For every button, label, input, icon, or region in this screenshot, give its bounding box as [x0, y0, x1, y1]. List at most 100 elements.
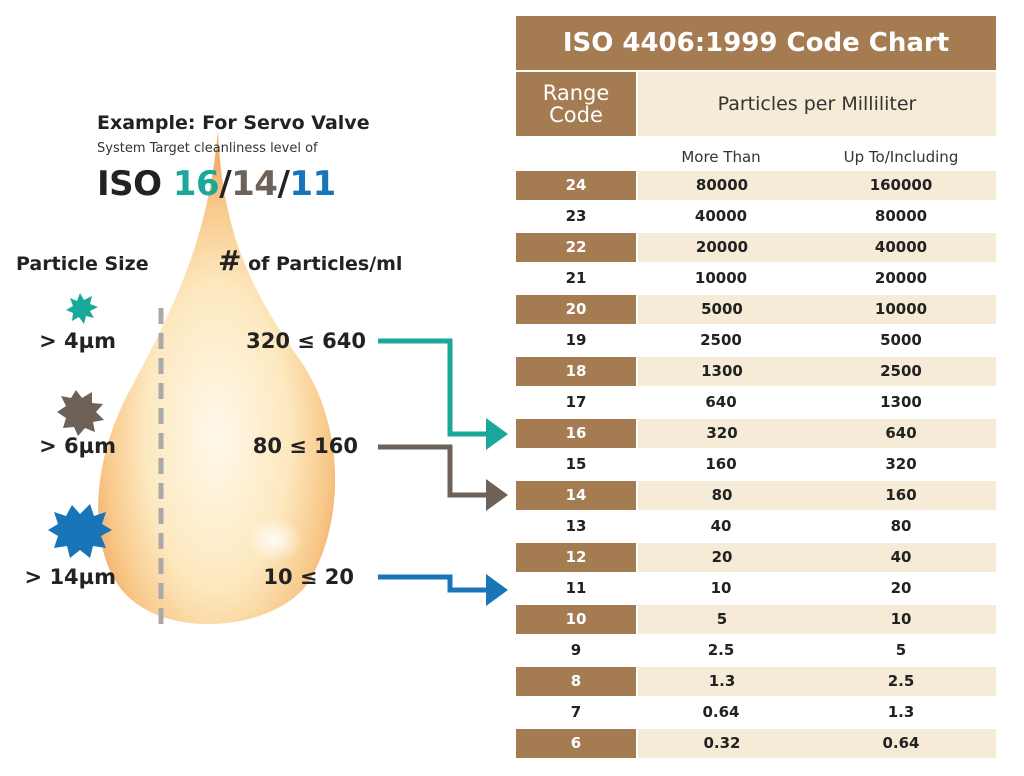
table-body: 24 80000 160000 23 40000 80000 22 20000 40000 21 1… — [516, 170, 996, 759]
table-row: 23 40000 80000 — [516, 201, 996, 232]
more-than-cell: 640 — [705, 393, 737, 411]
up-to-cell: 0.64 — [806, 729, 996, 758]
more-than-cell: 1300 — [638, 357, 806, 386]
up-to-cell: 2500 — [806, 357, 996, 386]
up-to-cell: 640 — [806, 419, 996, 448]
table-row: 10 5 10 — [516, 604, 996, 635]
iso-code-4um: 16 — [172, 164, 220, 204]
range-code-cell: 20 — [516, 295, 636, 324]
range-code-cell: 21 — [565, 269, 587, 287]
more-than-cell: 40 — [710, 517, 732, 535]
arrow-14um-to-code-11 — [378, 574, 486, 593]
more-than-header: More Than — [681, 148, 761, 166]
up-to-cell: 160000 — [806, 171, 996, 200]
more-than-cell: 80 — [638, 481, 806, 510]
arrow-4um-head — [486, 418, 508, 450]
range-code-cell: 9 — [570, 641, 582, 659]
example-title: Example: For Servo Valve — [97, 112, 370, 134]
iso-code-14um: 11 — [289, 164, 336, 204]
range-code-cell: 11 — [565, 579, 587, 597]
range-code-cell: 18 — [516, 357, 636, 386]
up-to-cell: 20000 — [874, 269, 928, 287]
iso-prefix: ISO — [97, 164, 173, 204]
arrow-6um-head — [486, 479, 508, 511]
table-row: 13 40 80 — [516, 511, 996, 542]
table-row: 19 2500 5000 — [516, 325, 996, 356]
table-row: 24 80000 160000 — [516, 170, 996, 201]
more-than-cell: 0.32 — [638, 729, 806, 758]
example-subtitle: System Target cleanliness level of — [97, 141, 318, 156]
table-title: ISO 4406:1999 Code Chart — [516, 16, 996, 70]
more-than-cell: 20 — [638, 543, 806, 572]
up-to-cell: 80000 — [874, 207, 928, 225]
particle-size-heading: Particle Size — [16, 253, 149, 275]
up-to-cell: 160 — [806, 481, 996, 510]
range-code-cell: 13 — [565, 517, 587, 535]
droplet-highlight — [247, 518, 303, 562]
size-label-4um: > 4µm — [39, 329, 116, 353]
more-than-cell: 0.64 — [702, 703, 740, 721]
table-row: 15 160 320 — [516, 449, 996, 480]
more-than-cell: 80000 — [638, 171, 806, 200]
range-code-cell: 22 — [516, 233, 636, 262]
count-label-4um: 320 ≤ 640 — [246, 329, 366, 353]
up-to-cell: 40 — [806, 543, 996, 572]
more-than-cell: 5000 — [638, 295, 806, 324]
particle-14um-icon — [48, 504, 112, 558]
iso-sep-2: / — [277, 164, 290, 204]
more-than-cell: 320 — [638, 419, 806, 448]
range-code-line1: Range — [542, 81, 610, 105]
table-row: 18 1300 2500 — [516, 356, 996, 387]
more-than-cell: 10 — [710, 579, 732, 597]
more-than-cell: 40000 — [694, 207, 748, 225]
up-to-cell: 80 — [890, 517, 912, 535]
up-to-cell: 20 — [890, 579, 912, 597]
iso-code-6um: 14 — [231, 164, 278, 204]
more-than-cell: 10000 — [694, 269, 748, 287]
range-code-line2: Code — [549, 103, 603, 127]
table-row: 7 0.64 1.3 — [516, 697, 996, 728]
table-row: 11 10 20 — [516, 573, 996, 604]
more-than-cell: 2500 — [700, 331, 742, 349]
table-row: 22 20000 40000 — [516, 232, 996, 263]
more-than-cell: 20000 — [638, 233, 806, 262]
iso-code-chart-table: ISO 4406:1999 Code Chart Range Code Parti… — [516, 16, 996, 759]
size-label-14um: > 14µm — [24, 565, 116, 589]
particles-per-ml-header: Particles per Milliliter — [638, 72, 996, 136]
more-than-cell: 160 — [705, 455, 737, 473]
up-to-cell: 320 — [885, 455, 917, 473]
more-than-cell: 2.5 — [707, 641, 735, 659]
range-code-cell: 16 — [516, 419, 636, 448]
table-row: 20 5000 10000 — [516, 294, 996, 325]
arrow-14um-head — [486, 574, 508, 606]
range-code-cell: 23 — [565, 207, 587, 225]
table-row: 21 10000 20000 — [516, 263, 996, 294]
size-label-6um: > 6µm — [39, 434, 116, 458]
range-code-cell: 12 — [516, 543, 636, 572]
up-to-cell: 2.5 — [806, 667, 996, 696]
iso-target-code: ISO 16/14/11 — [97, 164, 336, 204]
up-to-cell: 1300 — [880, 393, 922, 411]
up-to-cell: 40000 — [806, 233, 996, 262]
range-code-cell: 8 — [516, 667, 636, 696]
count-heading-text: of Particles/ml — [241, 253, 403, 275]
table-row: 16 320 640 — [516, 418, 996, 449]
up-to-cell: 1.3 — [887, 703, 915, 721]
range-code-cell: 19 — [565, 331, 587, 349]
arrow-4um-to-code-16 — [378, 338, 486, 437]
particle-6um-icon — [57, 390, 104, 436]
up-to-cell: 10 — [806, 605, 996, 634]
range-code-cell: 17 — [565, 393, 587, 411]
table-header: Range Code Particles per Milliliter — [516, 72, 996, 136]
range-code-cell: 7 — [570, 703, 582, 721]
table-row: 17 640 1300 — [516, 387, 996, 418]
count-label-6um: 80 ≤ 160 — [252, 434, 358, 458]
particle-count-heading: # of Particles/ml — [218, 244, 402, 277]
more-than-cell: 1.3 — [638, 667, 806, 696]
range-code-cell: 15 — [565, 455, 587, 473]
arrow-6um-to-code-14 — [378, 444, 486, 498]
range-code-cell: 24 — [516, 171, 636, 200]
table-row: 14 80 160 — [516, 480, 996, 511]
range-code-header: Range Code — [516, 72, 636, 136]
